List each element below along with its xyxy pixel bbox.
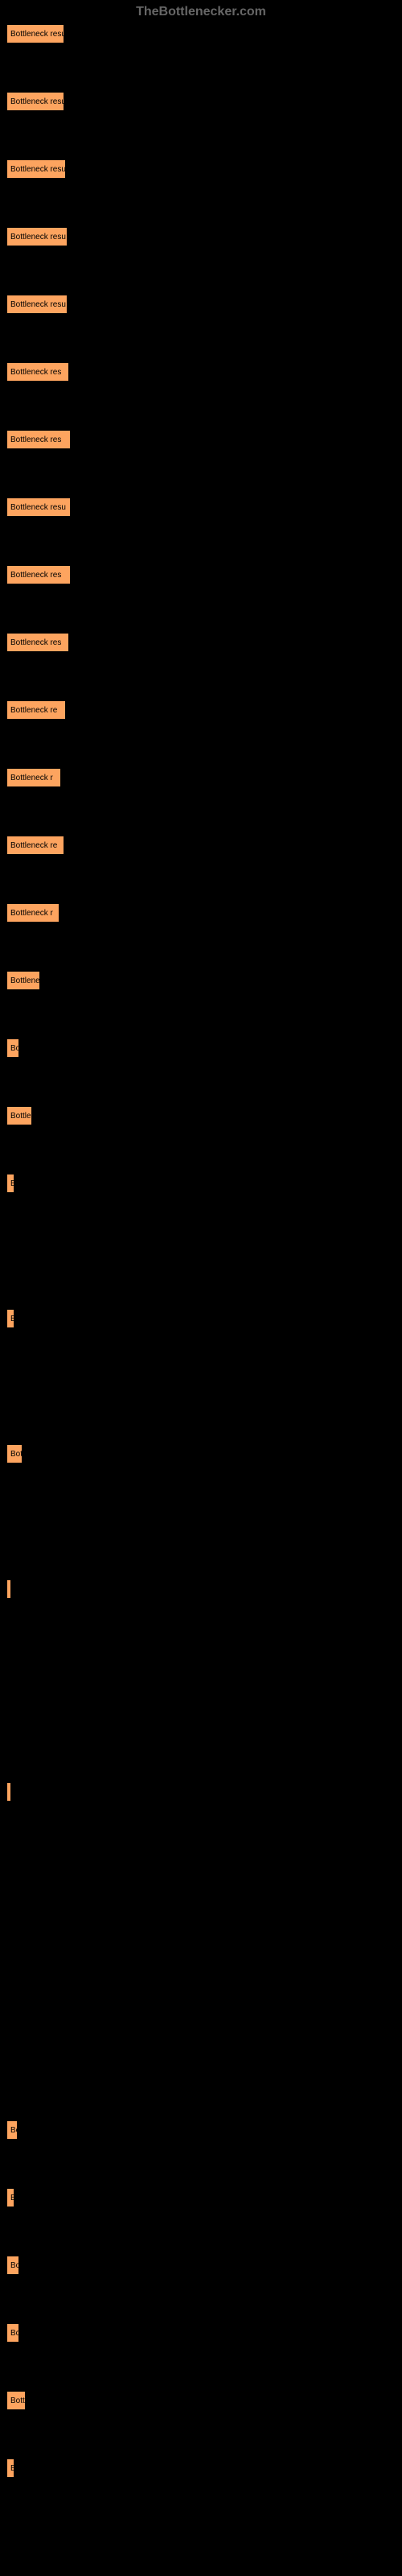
bar: Be — [6, 2120, 18, 2140]
bar-row: Bottleneck resu — [6, 227, 396, 246]
bar-row: Bottleneck resu — [6, 159, 396, 179]
bar-chart: Bottleneck resu Bottleneck resu Bottleneck… — [0, 24, 402, 2478]
bar-row — [6, 1512, 396, 1531]
bar: Bott — [6, 2391, 26, 2410]
bar-row: Bottleneck resu — [6, 295, 396, 314]
bar: B — [6, 2458, 14, 2478]
bar-row: Bottleneck res — [6, 633, 396, 652]
bar-row: Bo — [6, 2323, 396, 2343]
bar-row: Bottleneck re — [6, 700, 396, 720]
bar: Bottleneck res — [6, 362, 69, 382]
bar: Bottleneck res — [6, 633, 69, 652]
bar-row — [6, 1715, 396, 1734]
site-header: TheBottlenecker.com — [0, 0, 402, 24]
bar-row — [6, 2053, 396, 2072]
bar: Bottleneck resu — [6, 159, 66, 179]
bar-row: Bott — [6, 2391, 396, 2410]
bar-row: Bottleneck r — [6, 768, 396, 787]
bar: Bottle — [6, 1106, 32, 1125]
bar: Bottleneck res — [6, 565, 71, 584]
bar-row: Bo — [6, 1038, 396, 1058]
bar: Bottleneck re — [6, 700, 66, 720]
bar-row: Bottlene — [6, 971, 396, 990]
bar-row — [6, 1579, 396, 1599]
bar-row: Bottleneck res — [6, 430, 396, 449]
bar-row: Bottleneck resu — [6, 92, 396, 111]
bar: Bottleneck resu — [6, 227, 68, 246]
bar: Bo — [6, 2256, 19, 2275]
bar-row: Bottleneck res — [6, 362, 396, 382]
bar-row: Bottleneck res — [6, 565, 396, 584]
bar-row: Bot — [6, 1444, 396, 1463]
bar: Bottleneck r — [6, 768, 61, 787]
bar-row: B — [6, 2188, 396, 2207]
bar: Bot — [6, 1444, 23, 1463]
bar-row — [6, 1241, 396, 1261]
bar: Bottleneck resu — [6, 295, 68, 314]
bar: Bottleneck resu — [6, 92, 64, 111]
bar-row: B — [6, 1309, 396, 1328]
bar-row: Bottleneck resu — [6, 497, 396, 517]
bar: Bottleneck resu — [6, 24, 64, 43]
bar-row — [6, 1647, 396, 1666]
bar: Bottlene — [6, 971, 40, 990]
bar: Bottleneck re — [6, 836, 64, 855]
bar-row — [6, 1918, 396, 1937]
bar-row — [6, 1850, 396, 1869]
bar-row: Bottle — [6, 1106, 396, 1125]
bar: Bo — [6, 1038, 19, 1058]
bar: B — [6, 1309, 14, 1328]
bar: Bottleneck res — [6, 430, 71, 449]
bar-row — [6, 1377, 396, 1396]
bar-row: Bottleneck r — [6, 903, 396, 923]
bar-row: B — [6, 1174, 396, 1193]
bar-row — [6, 1782, 396, 1802]
bar-row: Bottleneck resu — [6, 24, 396, 43]
bar: Bottleneck resu — [6, 497, 71, 517]
bar — [6, 1782, 11, 1802]
bar — [6, 1579, 11, 1599]
bar-row: Be — [6, 2120, 396, 2140]
bar-row: Bottleneck re — [6, 836, 396, 855]
bar: Bottleneck r — [6, 903, 59, 923]
bar: B — [6, 2188, 14, 2207]
bar: B — [6, 1174, 14, 1193]
bar-row: Bo — [6, 2256, 396, 2275]
bar-row — [6, 1985, 396, 2004]
bar: Bo — [6, 2323, 19, 2343]
bar-row: B — [6, 2458, 396, 2478]
